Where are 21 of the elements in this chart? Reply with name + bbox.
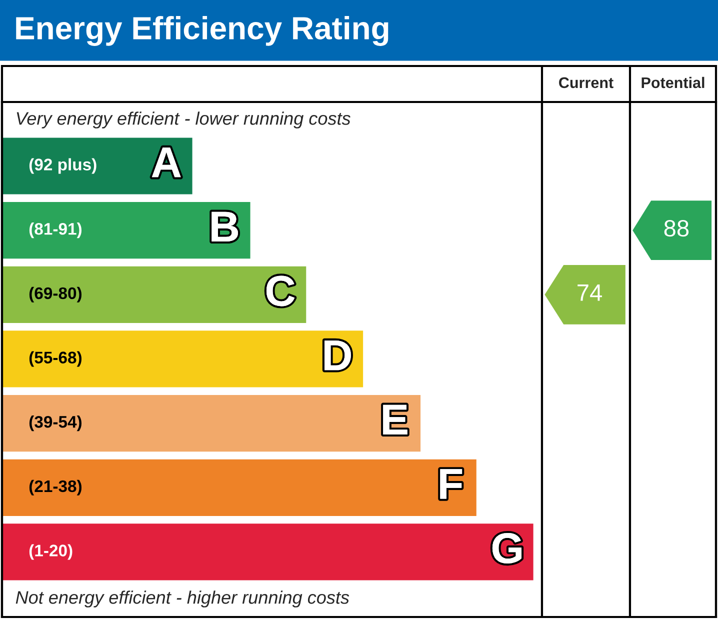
annotation: D	[324, 340, 351, 370]
annotation: E	[383, 404, 408, 434]
text: Potential	[642, 76, 704, 88]
annotation: A	[152, 148, 181, 178]
annotation: Not energy efficient - higher running costs	[16, 590, 350, 608]
annotation: B	[212, 212, 238, 242]
annotation: Very energy efficient - lower running costs	[16, 112, 350, 128]
text: Current	[559, 77, 614, 88]
chart-title: Energy Efficiency Rating	[16, 16, 388, 46]
annotation: C	[266, 276, 295, 306]
annotation: G	[492, 533, 522, 564]
y-tick-label: (21-38)	[29, 480, 82, 496]
annotation: F	[440, 469, 462, 499]
text: 74	[578, 284, 602, 301]
y-tick-label: (1-20)	[29, 544, 72, 560]
y-tick-label: (81-91)	[29, 222, 82, 238]
text: 88	[664, 220, 689, 237]
y-tick-label: (69-80)	[29, 286, 82, 302]
y-tick-label: (92 plus)	[29, 158, 96, 174]
y-tick-label: (39-54)	[29, 416, 82, 432]
y-tick-label: (55-68)	[29, 351, 82, 367]
